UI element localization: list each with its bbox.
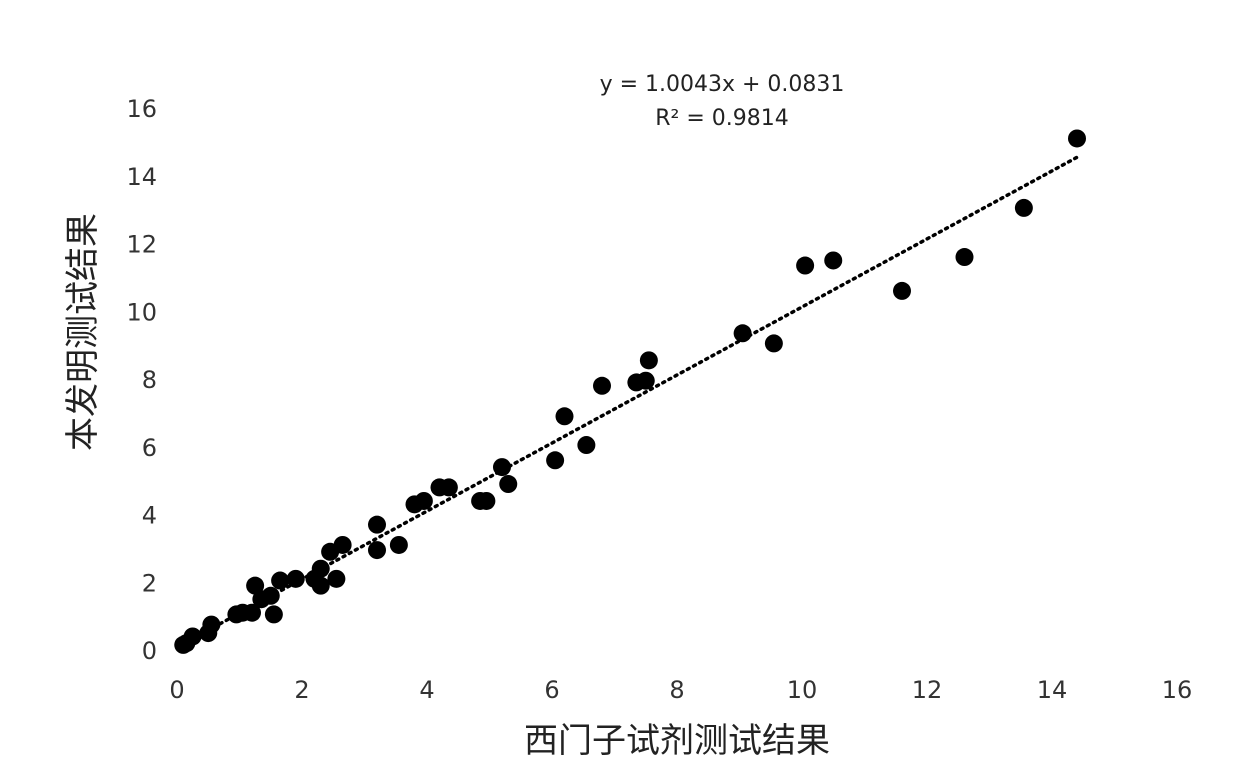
y-axis-title: 本发明测试结果 — [63, 213, 103, 451]
trendline — [181, 155, 1079, 646]
x-tick-label: 4 — [419, 676, 434, 704]
x-tick-label: 12 — [912, 676, 943, 704]
trendline-group — [181, 155, 1079, 646]
data-point — [555, 407, 574, 426]
data-point — [261, 586, 280, 605]
data-point — [439, 478, 458, 497]
data-point — [499, 475, 518, 494]
y-tick-label: 6 — [142, 434, 157, 462]
data-point — [202, 615, 221, 634]
x-tick-label: 2 — [294, 676, 309, 704]
data-point — [368, 515, 386, 534]
data-point — [636, 371, 655, 390]
data-point — [1014, 198, 1033, 217]
data-point — [389, 535, 408, 554]
data-point — [1068, 129, 1086, 148]
y-tick-label: 10 — [126, 298, 157, 326]
x-tick-label: 8 — [669, 676, 684, 704]
data-point — [824, 251, 843, 270]
x-tick-label: 10 — [787, 676, 818, 704]
data-point — [333, 535, 352, 554]
r-squared-label: R² = 0.9814 — [655, 106, 789, 131]
y-tick-label: 4 — [142, 502, 157, 530]
x-tick-label: 16 — [1162, 676, 1193, 704]
y-tick-labels: 0 2 4 6 8 10 12 14 16 — [126, 95, 157, 665]
y-tick-label: 16 — [126, 95, 157, 123]
y-tick-label: 12 — [126, 231, 157, 259]
y-tick-label: 14 — [126, 163, 157, 191]
data-point — [639, 351, 658, 370]
trendline-equation: y = 1.0043x + 0.0831 — [600, 72, 845, 97]
data-point — [311, 576, 330, 595]
data-point — [477, 491, 496, 510]
data-point — [955, 248, 974, 267]
data-point — [733, 324, 752, 343]
data-point — [311, 559, 330, 578]
data-point — [271, 571, 290, 590]
data-point — [183, 627, 202, 646]
x-tick-label: 0 — [169, 676, 184, 704]
data-point — [264, 605, 283, 624]
x-tick-label: 6 — [544, 676, 559, 704]
y-tick-label: 2 — [142, 569, 157, 597]
x-tick-label: 14 — [1037, 676, 1068, 704]
data-point — [327, 569, 346, 588]
x-axis-title: 西门子试剂测试结果 — [524, 721, 830, 761]
data-point — [493, 458, 511, 477]
data-point — [893, 281, 911, 300]
y-tick-label: 8 — [142, 366, 157, 394]
data-point — [243, 603, 261, 622]
data-point — [286, 569, 305, 588]
data-point — [246, 576, 265, 595]
data-point — [796, 256, 815, 275]
data-point — [414, 491, 433, 510]
data-point — [368, 541, 386, 560]
x-tick-labels: 0 2 4 6 8 10 12 14 16 — [169, 676, 1192, 704]
data-point — [764, 334, 783, 353]
data-points — [174, 129, 1086, 654]
data-point — [577, 436, 596, 455]
data-point — [593, 376, 611, 395]
y-tick-label: 0 — [142, 637, 157, 665]
data-point — [546, 451, 565, 470]
